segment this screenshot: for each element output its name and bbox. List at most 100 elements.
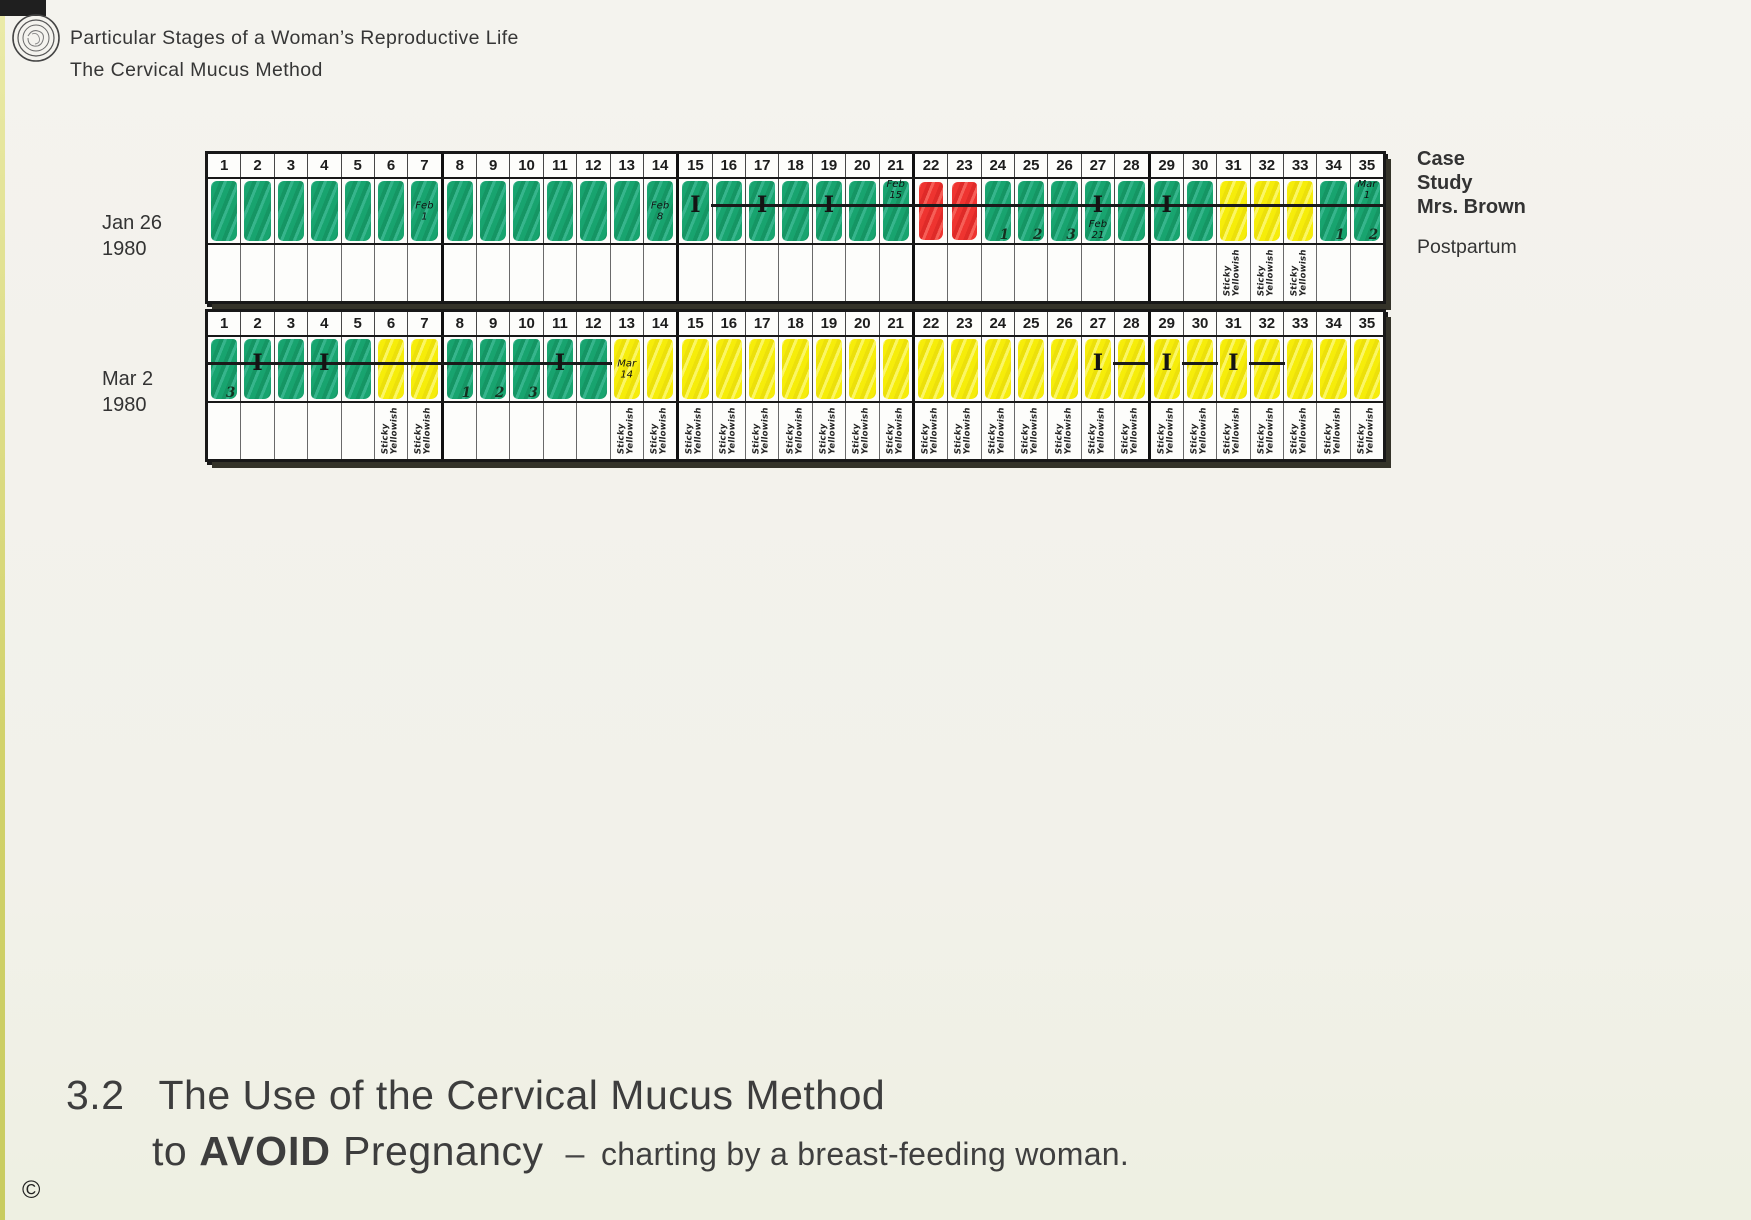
count-note: 1 (999, 227, 1009, 243)
day-number: 11 (542, 312, 576, 335)
day-cell (542, 179, 576, 243)
mucus-color-swatch (646, 339, 674, 399)
day-number: 35 (1349, 312, 1383, 335)
day-number: 16 (711, 312, 745, 335)
i-mark: I (1161, 192, 1172, 218)
day-cell (373, 179, 407, 243)
day-number: 24 (980, 312, 1014, 335)
mucus-color-swatch (715, 181, 742, 241)
baseline-segment (475, 362, 512, 365)
observation-text: Sticky Yellowish (1087, 406, 1107, 456)
day-number: 15 (676, 154, 711, 177)
day-observation (240, 245, 273, 301)
slide-title: Particular Stages of a Woman’s Reproduct… (70, 27, 519, 49)
day-number: 6 (373, 154, 407, 177)
day-number: 25 (1014, 154, 1047, 177)
mucus-color-swatch (613, 339, 640, 399)
day-number: 35 (1349, 154, 1383, 177)
case-study-label: Case Study Mrs. Brown (1417, 148, 1526, 218)
day-cell: 2 (475, 337, 512, 401)
observation-text: Sticky Yellowish (1120, 406, 1141, 456)
day-observation: Sticky Yellowish (1349, 403, 1383, 459)
day-number: 8 (440, 312, 476, 335)
day-cell: I (744, 179, 781, 243)
day-number-row: 1 2 3 4 5 6 7 8 9 10 11 12 13 14 15 16 17 18 19 20 21 22 23 24 2… (208, 154, 1383, 179)
baseline-segment (508, 362, 545, 365)
day-observation: Sticky Yellowish (947, 403, 980, 459)
day-observation (1147, 245, 1183, 301)
day-number: 18 (778, 312, 811, 335)
i-mark: I (1092, 192, 1104, 218)
observation-text: Sticky Yellowish (1289, 248, 1310, 298)
i-mark: I (757, 192, 768, 218)
mucus-color-swatch (1186, 339, 1214, 399)
mucus-color-swatch (480, 339, 507, 399)
day-number: 23 (947, 154, 980, 177)
day-cell (1283, 337, 1316, 401)
day-observation: Sticky Yellowish (911, 403, 947, 459)
day-observation: Sticky Yellowish (778, 403, 811, 459)
observation-text: Sticky Yellowish (954, 406, 974, 456)
observation-text: Sticky Yellowish (718, 406, 738, 456)
mucus-color-swatch (377, 181, 405, 241)
day-number: 3 (273, 154, 307, 177)
mucus-color-swatch (1186, 181, 1214, 241)
mucus-color-swatch (480, 181, 507, 241)
baseline-segment (1215, 204, 1252, 207)
mucus-color-swatch (411, 181, 438, 241)
day-number: 17 (745, 312, 778, 335)
baseline-segment (1315, 204, 1352, 207)
day-observation: Sticky Yellowish (745, 403, 778, 459)
observation-text: Sticky Yellowish (1223, 248, 1243, 298)
day-cell: I (1147, 179, 1185, 243)
day-number: 28 (1114, 154, 1147, 177)
observation-text: Sticky Yellowish (1223, 406, 1243, 456)
mucus-color-swatch (244, 339, 271, 399)
day-cell (676, 337, 711, 401)
mucus-color-swatch (1320, 181, 1347, 241)
day-cell: 1 (1315, 179, 1352, 243)
day-observation (208, 403, 240, 459)
day-observation (440, 245, 476, 301)
i-mark: I (690, 192, 701, 218)
i-mark: I (1228, 350, 1239, 376)
baseline-segment (877, 204, 914, 207)
day-number: 16 (711, 154, 745, 177)
observation-text: Sticky Yellowish (685, 406, 705, 456)
day-number: 14 (642, 154, 676, 177)
mucus-color-swatch (815, 339, 843, 399)
day-cell (1316, 337, 1349, 401)
observation-text: Sticky Yellowish (616, 406, 636, 456)
day-cell (272, 337, 310, 401)
mucus-color-swatch (546, 181, 574, 241)
day-cell (1215, 179, 1252, 243)
day-cell (208, 179, 240, 243)
day-number: 1 (220, 315, 229, 332)
day-number: 22 (911, 312, 947, 335)
mucus-color-swatch (984, 181, 1011, 241)
mucus-color-swatch (782, 339, 809, 399)
mucus-color-swatch (1084, 339, 1112, 399)
baseline-segment (206, 362, 243, 365)
baseline-segment (1282, 204, 1319, 207)
mucus-color-swatch (411, 339, 438, 399)
mucus-color-swatch (277, 339, 305, 399)
baseline-segment (1113, 362, 1150, 365)
mucus-color-swatch (613, 181, 640, 241)
day-cell (273, 179, 307, 243)
mucus-color-swatch (1018, 181, 1045, 241)
day-observation (208, 245, 240, 301)
day-cell: 1 (979, 179, 1016, 243)
date-note: Feb 8 (650, 200, 670, 223)
day-observation: Sticky Yellowish (373, 403, 407, 459)
observation-text: Sticky Yellowish (987, 406, 1007, 456)
mucus-color-swatch (1153, 181, 1180, 241)
mucus-color-swatch (1320, 339, 1347, 399)
mucus-color-swatch (211, 339, 238, 399)
day-cell (576, 179, 609, 243)
day-number: 24 (980, 154, 1014, 177)
date-note: Mar 14 (617, 358, 637, 381)
mucus-color-swatch (849, 339, 876, 399)
day-number: 28 (1114, 312, 1147, 335)
